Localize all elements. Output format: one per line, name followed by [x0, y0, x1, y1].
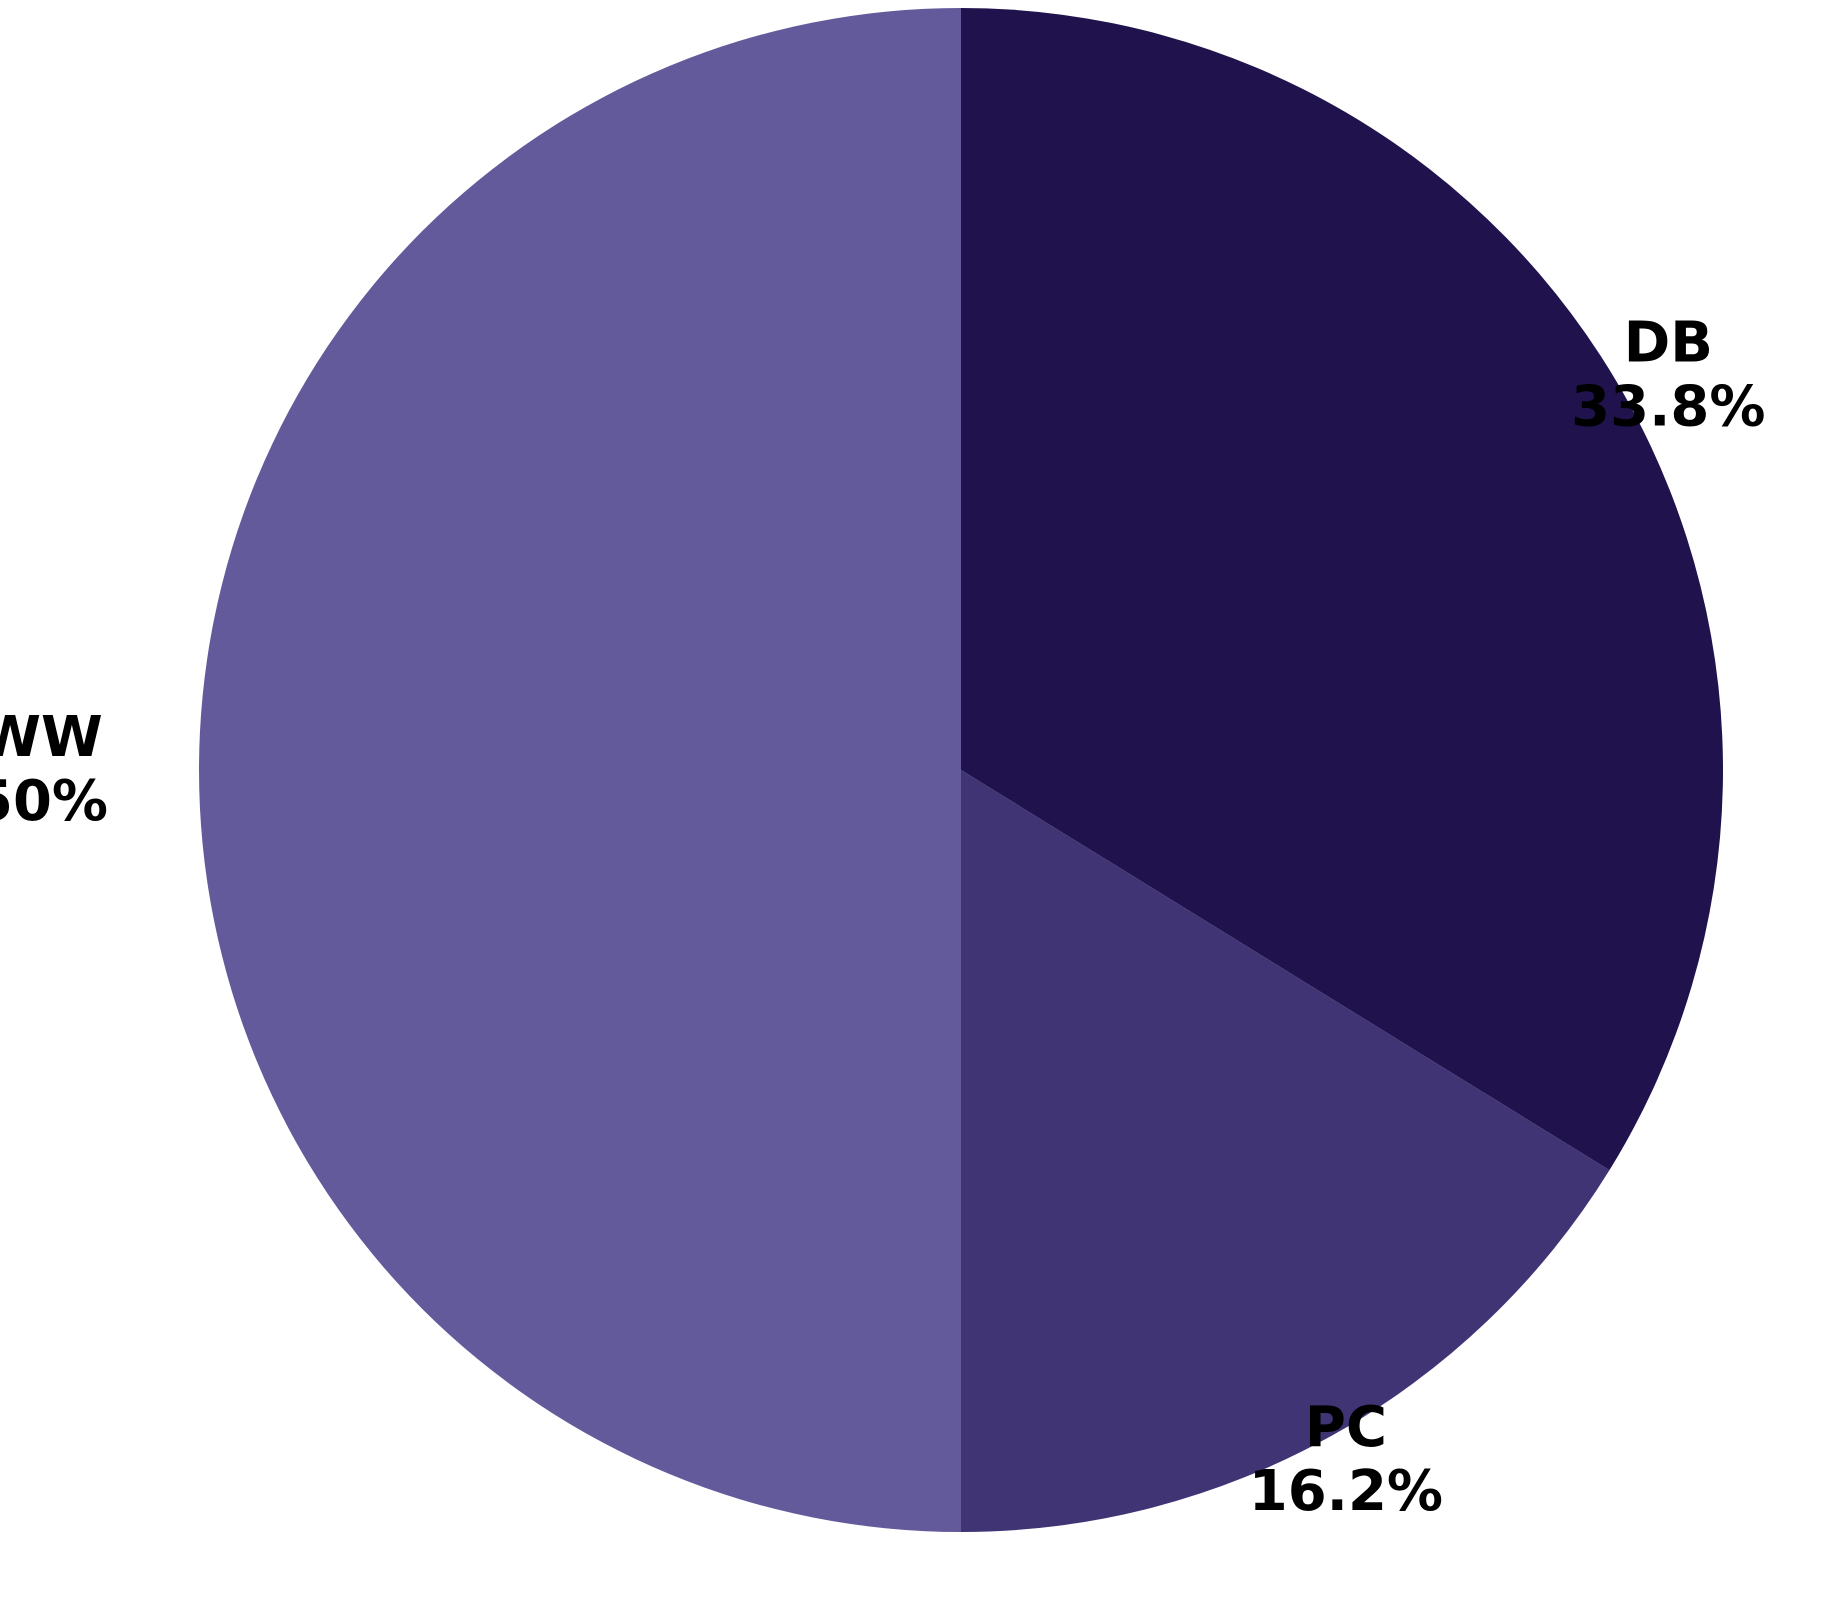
slice-label-pc: PC — [1305, 1395, 1387, 1460]
pie-slice-pc — [961, 770, 1610, 1532]
slice-label-db: DB — [1624, 310, 1713, 375]
pie-slice-ww — [199, 8, 961, 1532]
pie-slice-db — [961, 8, 1724, 1171]
slice-value-label-ww: 50% — [0, 769, 108, 834]
slice-label-ww: WW — [0, 705, 103, 770]
pie-slices — [199, 8, 1724, 1532]
slice-value-label-pc: 16.2% — [1249, 1459, 1443, 1524]
slice-value-label-db: 33.8% — [1571, 374, 1765, 439]
